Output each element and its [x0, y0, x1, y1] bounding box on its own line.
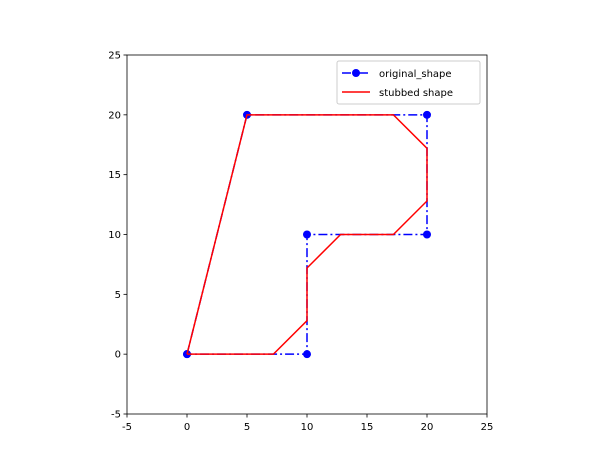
legend-marker [352, 69, 360, 77]
y-tick-label: 15 [108, 170, 121, 181]
x-tick-label: 15 [361, 422, 374, 433]
y-tick-label: 10 [108, 230, 121, 241]
legend-label: original_shape [379, 69, 452, 80]
y-tick-label: 5 [115, 290, 121, 301]
data-point [303, 350, 311, 359]
data-point [423, 230, 431, 239]
y-tick-label: 0 [115, 350, 121, 361]
axes: -5 0 5 10 15 20 25 -5 0 5 10 15 20 25 [108, 51, 493, 434]
y-tick-label: -5 [111, 410, 121, 421]
legend-label: stubbed shape [379, 88, 453, 99]
series-line-1 [186, 114, 428, 355]
x-tick-label: 5 [244, 422, 250, 433]
legend-box [336, 60, 481, 105]
data-point [423, 110, 431, 119]
y-tick-label: 25 [108, 51, 121, 62]
data-point [303, 230, 311, 239]
x-tick-label: 20 [421, 422, 434, 433]
plot-area [183, 110, 431, 359]
x-tick-label: -5 [122, 422, 132, 433]
x-tick-label: 0 [184, 422, 190, 433]
x-tick-label: 25 [481, 422, 494, 433]
x-tick-label: 10 [301, 422, 314, 433]
y-tick-label: 20 [108, 110, 121, 121]
